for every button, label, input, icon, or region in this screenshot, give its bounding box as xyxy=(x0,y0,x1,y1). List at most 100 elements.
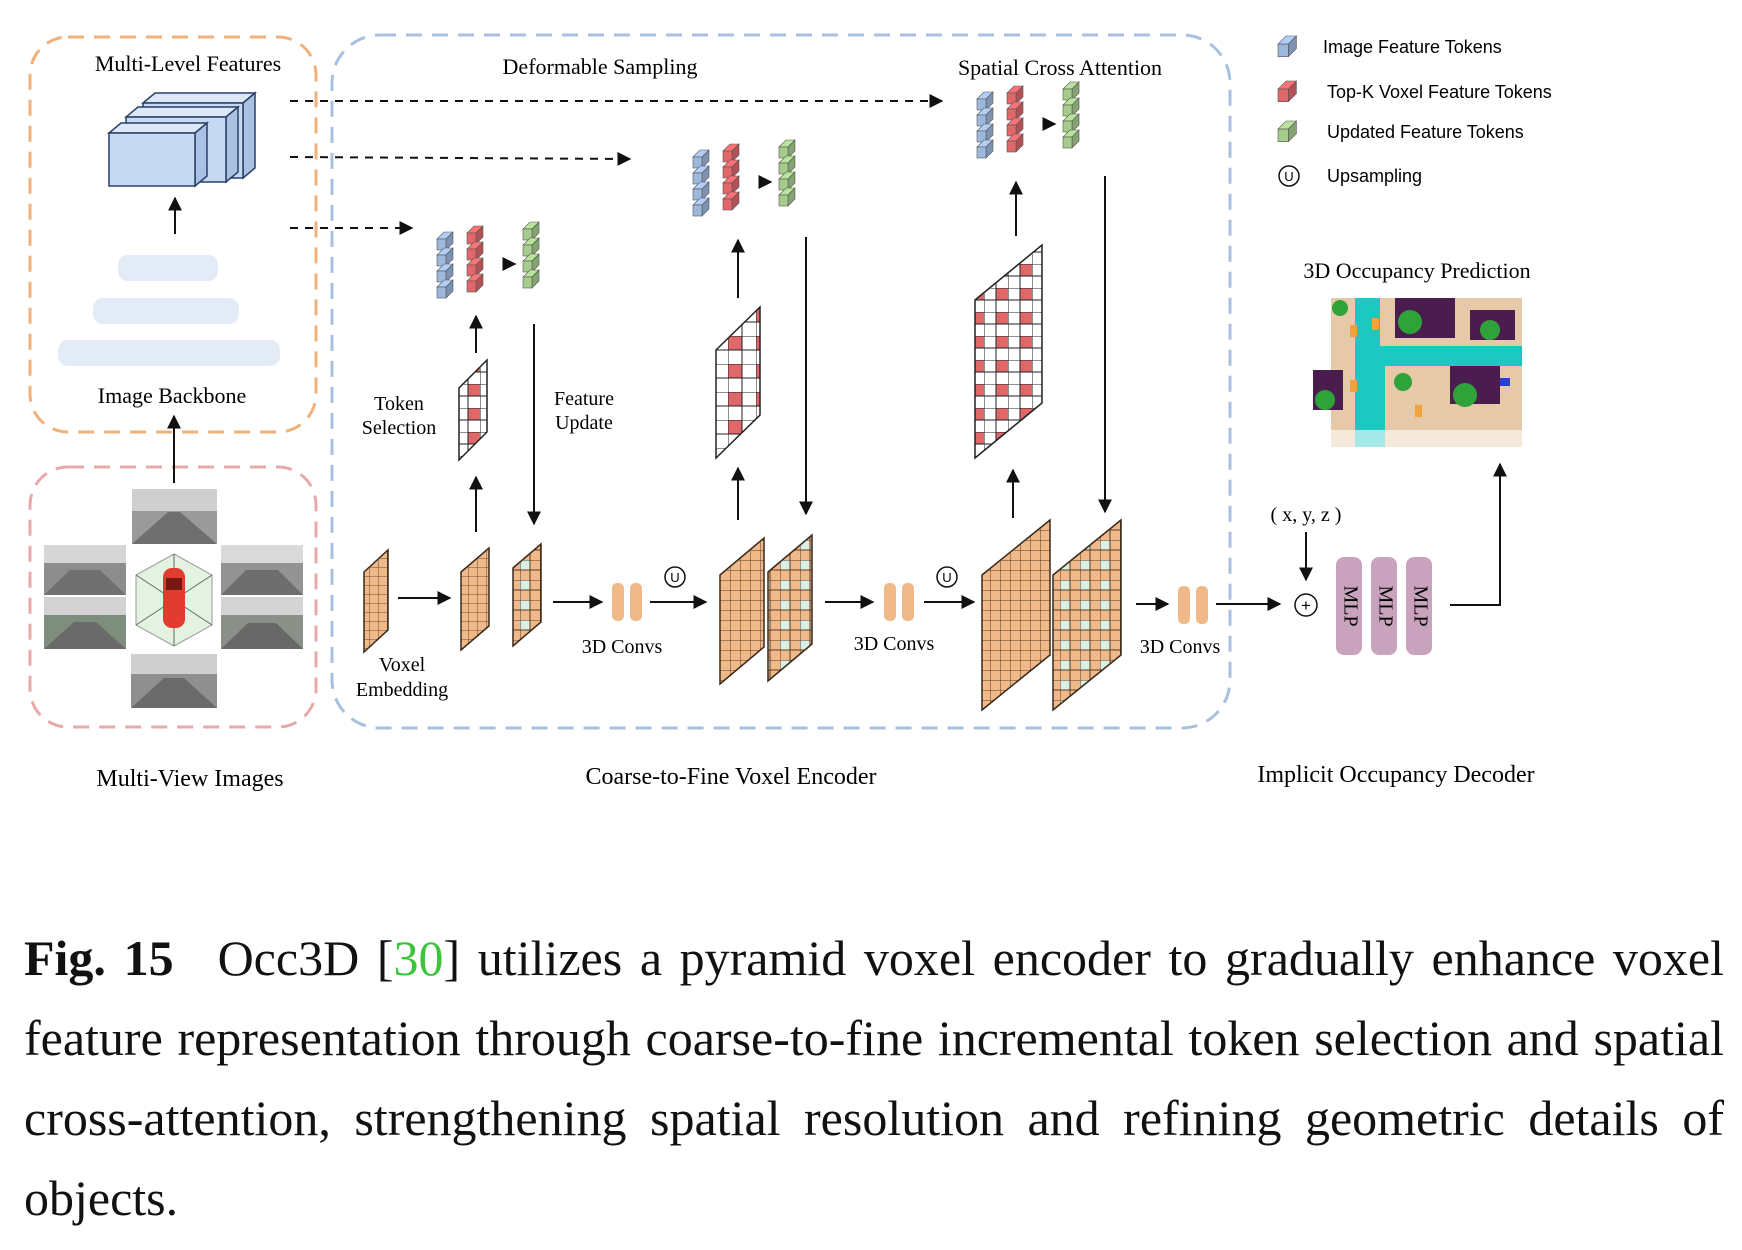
deformable-sampling-label: Deformable Sampling xyxy=(503,54,698,79)
conv-label-1: 3D Convs xyxy=(582,636,663,658)
caption-before-ref: Occ3D [ xyxy=(217,930,394,986)
multi-view-images-label: Multi-View Images xyxy=(96,766,283,792)
occupancy-prediction-title: 3D Occupancy Prediction xyxy=(1303,258,1530,283)
legend-label: Top-K Voxel Feature Tokens xyxy=(1327,82,1552,102)
stage1-topk-grid xyxy=(458,358,488,462)
multi-view-images xyxy=(44,489,303,708)
architecture-diagram: Multi-Level Features Image Backbone xyxy=(28,33,1552,792)
occupancy-prediction-map xyxy=(1313,298,1522,447)
voxel-embedding-stage1 xyxy=(363,548,389,654)
image-feature-token xyxy=(436,263,454,283)
image-feature-token xyxy=(692,181,710,201)
conv-block-3 xyxy=(1178,586,1208,624)
upsampling-legend-icon: U xyxy=(1278,165,1300,187)
updated-feature-token xyxy=(778,155,796,175)
svg-text:U: U xyxy=(670,570,679,585)
updated-feature-token xyxy=(1062,97,1080,117)
conv-label-2: 3D Convs xyxy=(854,633,935,655)
topk-voxel-token xyxy=(466,241,484,261)
encoder-panel xyxy=(330,33,1232,730)
legend: Image Feature Tokens Top-K Voxel Feature … xyxy=(1277,35,1552,187)
updated-feature-token xyxy=(522,221,540,241)
camera-image-front-left xyxy=(44,545,126,595)
spatial-cross-attention-label: Spatial Cross Attention xyxy=(958,55,1162,80)
topk-voxel-token xyxy=(722,143,740,163)
mlp-label: MLP xyxy=(1374,585,1396,626)
svg-text:U: U xyxy=(942,570,951,585)
backbone-layers xyxy=(58,255,280,366)
stage3-voxel-volume xyxy=(981,518,1051,712)
updated-feature-token xyxy=(1062,129,1080,149)
topk-voxel-token xyxy=(466,225,484,245)
topk-voxel-token xyxy=(466,273,484,293)
stage2-voxel-volume xyxy=(719,536,765,686)
stage1-voxel-volume xyxy=(460,546,490,652)
token-selection-label-line1: Token xyxy=(374,393,424,415)
svg-text:U: U xyxy=(1284,169,1293,184)
camera-image-front xyxy=(132,489,217,544)
topk-voxel-token xyxy=(1006,101,1024,121)
ego-vehicle-icon xyxy=(135,553,213,647)
decoder-label: Implicit Occupancy Decoder xyxy=(1257,762,1534,788)
legend-item: U Upsampling xyxy=(1278,165,1422,187)
topk-voxel-token xyxy=(722,175,740,195)
image-feature-token xyxy=(976,139,994,159)
multi-level-features-label: Multi-Level Features xyxy=(95,51,281,76)
voxel-embedding-label-line1: Voxel xyxy=(379,654,426,676)
topk-voxel-token xyxy=(1006,117,1024,137)
legend-item: Top-K Voxel Feature Tokens xyxy=(1277,80,1552,103)
mlp-block: MLP xyxy=(1406,557,1432,655)
camera-image-back-right xyxy=(221,597,303,649)
mlp-stack: MLP MLP MLP xyxy=(1336,557,1432,655)
image-feature-token xyxy=(976,107,994,127)
conv-block-2 xyxy=(884,583,914,621)
topk-voxel-token xyxy=(1006,85,1024,105)
svg-text:+: + xyxy=(1301,596,1311,615)
caption-body: ] utilizes a pyramid voxel encoder to gr… xyxy=(24,930,1724,1226)
decoder-output-arrow xyxy=(1450,462,1507,606)
stage3-updated-volume xyxy=(1052,518,1122,712)
figure-caption: Fig. 15 Occ3D [30] utilizes a pyramid vox… xyxy=(24,918,1724,1238)
stage3-topk-grid xyxy=(974,243,1043,460)
updated-feature-token xyxy=(1062,113,1080,133)
updated-feature-token xyxy=(1062,81,1080,101)
updated-feature-token xyxy=(778,187,796,207)
conv-block-1 xyxy=(612,583,642,621)
updated-feature-token xyxy=(522,237,540,257)
topk-voxel-token xyxy=(1006,133,1024,153)
image-backbone-label: Image Backbone xyxy=(98,383,246,408)
updated-feature-token xyxy=(522,269,540,289)
image-feature-token xyxy=(976,91,994,111)
mlp-label: MLP xyxy=(1339,585,1361,626)
updated-feature-token xyxy=(522,253,540,273)
legend-label: Image Feature Tokens xyxy=(1323,37,1502,57)
stage2-topk-grid xyxy=(715,305,761,460)
updated-feature-token xyxy=(778,139,796,159)
mlp-block: MLP xyxy=(1371,557,1397,655)
image-feature-token xyxy=(436,247,454,267)
camera-image-back xyxy=(131,654,217,708)
mlp-label: MLP xyxy=(1409,585,1431,626)
stage2-updated-volume xyxy=(767,533,813,683)
image-feature-token xyxy=(976,123,994,143)
feature-maps-stack xyxy=(106,91,258,188)
mlp-block: MLP xyxy=(1336,557,1362,655)
feature-update-label-line1: Feature xyxy=(554,388,614,410)
caption-citation-link[interactable]: 30 xyxy=(393,930,444,986)
caption-figure-label: Fig. 15 xyxy=(24,930,174,986)
camera-image-front-right xyxy=(221,545,303,595)
backbone-panel xyxy=(28,35,318,434)
legend-item: Image Feature Tokens xyxy=(1277,35,1502,58)
topk-voxel-token xyxy=(722,191,740,211)
legend-token-icon xyxy=(1277,120,1298,143)
topk-voxel-token xyxy=(466,257,484,277)
image-feature-token xyxy=(436,279,454,299)
stage1-updated-volume xyxy=(512,542,542,648)
image-feature-token xyxy=(436,231,454,251)
upsample-symbol-2: U xyxy=(936,566,958,588)
legend-label: Updated Feature Tokens xyxy=(1327,122,1524,142)
conv-label-3: 3D Convs xyxy=(1140,636,1221,658)
legend-token-icon xyxy=(1277,80,1298,103)
image-feature-token xyxy=(692,165,710,185)
updated-feature-token xyxy=(778,171,796,191)
